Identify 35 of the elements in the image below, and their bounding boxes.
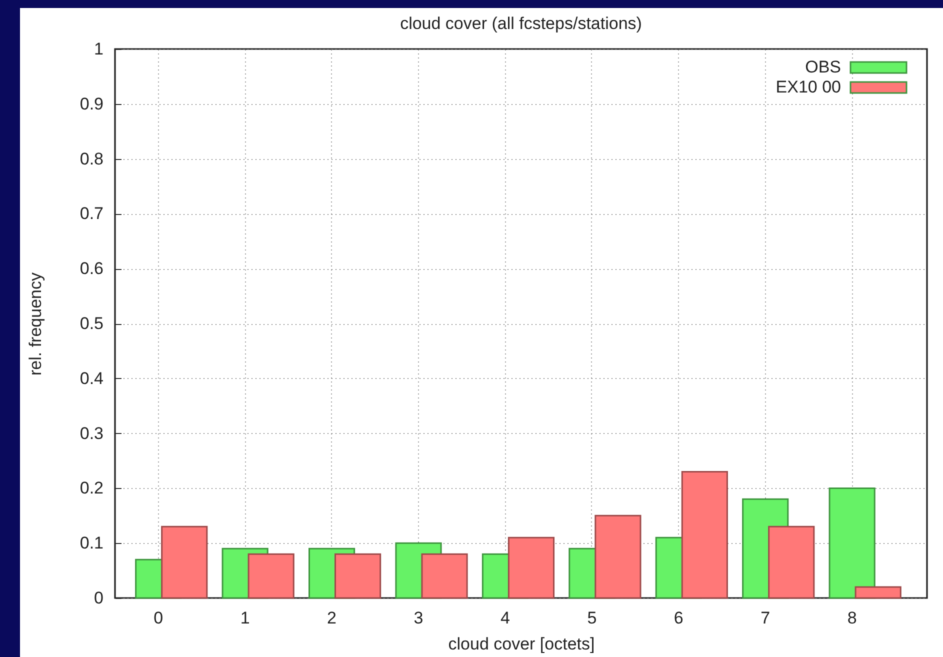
- bar: [161, 526, 208, 599]
- legend-label: EX10 00: [776, 78, 841, 96]
- y-tick-label: 0.5: [80, 314, 104, 333]
- y-axis-title: rel. frequency: [26, 272, 45, 376]
- x-tick-label: 7: [760, 608, 770, 628]
- y-tick-label: 0: [94, 588, 104, 608]
- y-tick-label: 0.9: [80, 94, 104, 114]
- chart-title: cloud cover (all fcsteps/stations): [400, 14, 642, 33]
- bar: [828, 487, 876, 599]
- x-tick-label: 5: [587, 608, 597, 628]
- bar: [248, 553, 294, 599]
- x-tick-label: 4: [500, 608, 510, 628]
- y-tick-label: 0.2: [80, 478, 104, 498]
- bar: [508, 536, 555, 599]
- x-tick-label: 8: [847, 608, 857, 628]
- y-tick-label: 0.4: [80, 368, 104, 388]
- y-tick-label: 0.8: [80, 149, 104, 168]
- bar: [594, 514, 642, 599]
- x-tick-label: 1: [240, 608, 250, 628]
- y-tick-label: 0.6: [80, 259, 104, 278]
- x-tick-label: 0: [154, 608, 164, 628]
- y-tick-label: 0.1: [80, 534, 104, 553]
- x-tick-label: 3: [414, 608, 424, 628]
- x-axis-title: cloud cover [octets]: [448, 634, 595, 654]
- y-tick-label: 1: [94, 40, 104, 58]
- legend-label: OBS: [805, 58, 841, 76]
- bar: [854, 586, 902, 599]
- bar: [334, 553, 382, 599]
- x-tick-label: 6: [674, 608, 684, 628]
- y-tick-label: 0.3: [80, 424, 104, 443]
- y-tick-label: 0.7: [80, 204, 104, 224]
- bar: [421, 553, 468, 599]
- bar: [768, 526, 815, 599]
- x-tick-label: 2: [327, 608, 337, 628]
- bar: [681, 470, 728, 599]
